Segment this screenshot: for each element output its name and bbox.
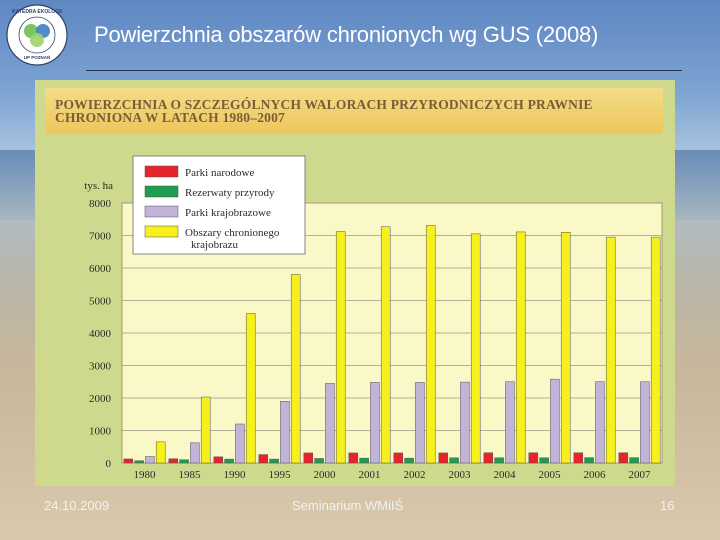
y-tick-label: 6000 <box>89 263 112 275</box>
x-tick-label: 2004 <box>494 469 517 481</box>
x-tick-label: 2000 <box>314 469 337 481</box>
bar <box>393 452 404 464</box>
bar <box>190 442 200 464</box>
slide-title: Powierzchnia obszarów chronionych wg GUS… <box>94 22 599 47</box>
chart-heading-box: POWIERZCHNIA O SZCZEGÓLNYCH WALORACH PRZ… <box>45 88 663 134</box>
bar <box>359 457 369 464</box>
bar <box>494 457 504 464</box>
y-tick-label: 5000 <box>89 296 112 308</box>
y-tick-label: 4000 <box>89 328 112 340</box>
svg-text:UP POZNAŃ: UP POZNAŃ <box>24 53 50 60</box>
bar <box>179 459 189 464</box>
bar <box>168 458 179 464</box>
bar <box>415 382 425 464</box>
bar <box>269 458 279 464</box>
footer-date: 24.10.2009 <box>44 498 110 513</box>
x-tick-label: 2003 <box>449 469 472 481</box>
bar <box>370 382 380 464</box>
x-tick-label: 1985 <box>179 469 202 481</box>
legend-swatch <box>144 225 179 238</box>
bar <box>235 423 245 464</box>
bar <box>528 452 539 464</box>
y-tick-label: 8000 <box>89 198 112 210</box>
bar <box>470 233 481 464</box>
bar <box>460 381 470 464</box>
bar <box>584 457 594 464</box>
bar <box>618 452 629 464</box>
legend-label: krajobrazu <box>191 239 239 251</box>
bar <box>640 381 650 464</box>
bar <box>573 452 584 464</box>
x-tick-label: 2002 <box>404 469 426 481</box>
chart-title: POWIERZCHNIA O SZCZEGÓLNYCH WALORACH PRZ… <box>55 97 655 125</box>
y-tick-label: 0 <box>106 458 112 470</box>
x-tick-label: 2007 <box>629 469 652 481</box>
bar <box>145 456 155 464</box>
bar <box>539 457 549 464</box>
bar <box>425 225 436 464</box>
bar <box>335 231 346 464</box>
bar <box>200 396 211 464</box>
bar <box>560 232 571 464</box>
legend-label: Obszary chronionego <box>185 227 280 239</box>
page-number: 16 <box>660 498 675 513</box>
y-tick-label: 3000 <box>89 361 112 373</box>
footer-seminar: Seminarium WMiIŚ <box>292 498 404 513</box>
legend-label: Rezerwaty przyrody <box>185 187 275 199</box>
bar <box>380 226 391 464</box>
bar <box>348 452 359 464</box>
legend-swatch <box>144 205 179 218</box>
bar <box>505 381 515 464</box>
x-tick-label: 2006 <box>584 469 607 481</box>
legend-swatch <box>144 165 179 178</box>
bar <box>404 457 414 464</box>
bar <box>605 236 616 464</box>
x-tick-label: 1995 <box>269 469 292 481</box>
legend-label: Parki narodowe <box>185 167 254 179</box>
x-tick-label: 1990 <box>224 469 247 481</box>
bar <box>515 231 526 464</box>
bar <box>245 313 256 464</box>
chart-title-line1: POWIERZCHNIA O SZCZEGÓLNYCH WALORACH PRZ… <box>55 97 593 112</box>
x-tick-label: 2001 <box>359 469 381 481</box>
bar <box>224 458 234 464</box>
bar-chart: 0 1000 2000 3000 4000 5000 6000 7000 8000 tys. ha… <box>84 155 663 481</box>
bar <box>650 236 661 464</box>
bar <box>290 274 301 464</box>
bar <box>483 452 494 464</box>
y-tick-label: 1000 <box>89 426 112 438</box>
y-tick-label: 7000 <box>89 231 112 243</box>
bar <box>213 456 224 464</box>
x-tick-label: 2005 <box>539 469 562 481</box>
bar <box>134 460 144 464</box>
legend-label: Parki krajobrazowe <box>185 207 271 219</box>
chart-title-line2: CHRONIONA W LATACH 1980–2007 <box>55 110 285 125</box>
bar <box>325 383 335 464</box>
bar <box>303 452 314 464</box>
bar <box>155 441 166 464</box>
bar <box>123 458 134 464</box>
title-rule <box>86 70 682 71</box>
y-axis-label: tys. ha <box>84 180 113 192</box>
bar <box>314 458 324 464</box>
bar <box>438 452 449 464</box>
y-tick-label: 2000 <box>89 393 112 405</box>
legend-swatch <box>144 185 179 198</box>
bar <box>280 401 290 464</box>
x-tick-label: 1980 <box>134 469 157 481</box>
university-logo: KATEDRA EKOLOGII UP POZNAŃ <box>6 4 68 66</box>
bar <box>595 381 605 464</box>
bar <box>449 457 459 464</box>
bar <box>550 378 560 464</box>
bar <box>629 457 639 464</box>
svg-text:KATEDRA EKOLOGII: KATEDRA EKOLOGII <box>12 9 62 15</box>
bar <box>258 454 269 464</box>
